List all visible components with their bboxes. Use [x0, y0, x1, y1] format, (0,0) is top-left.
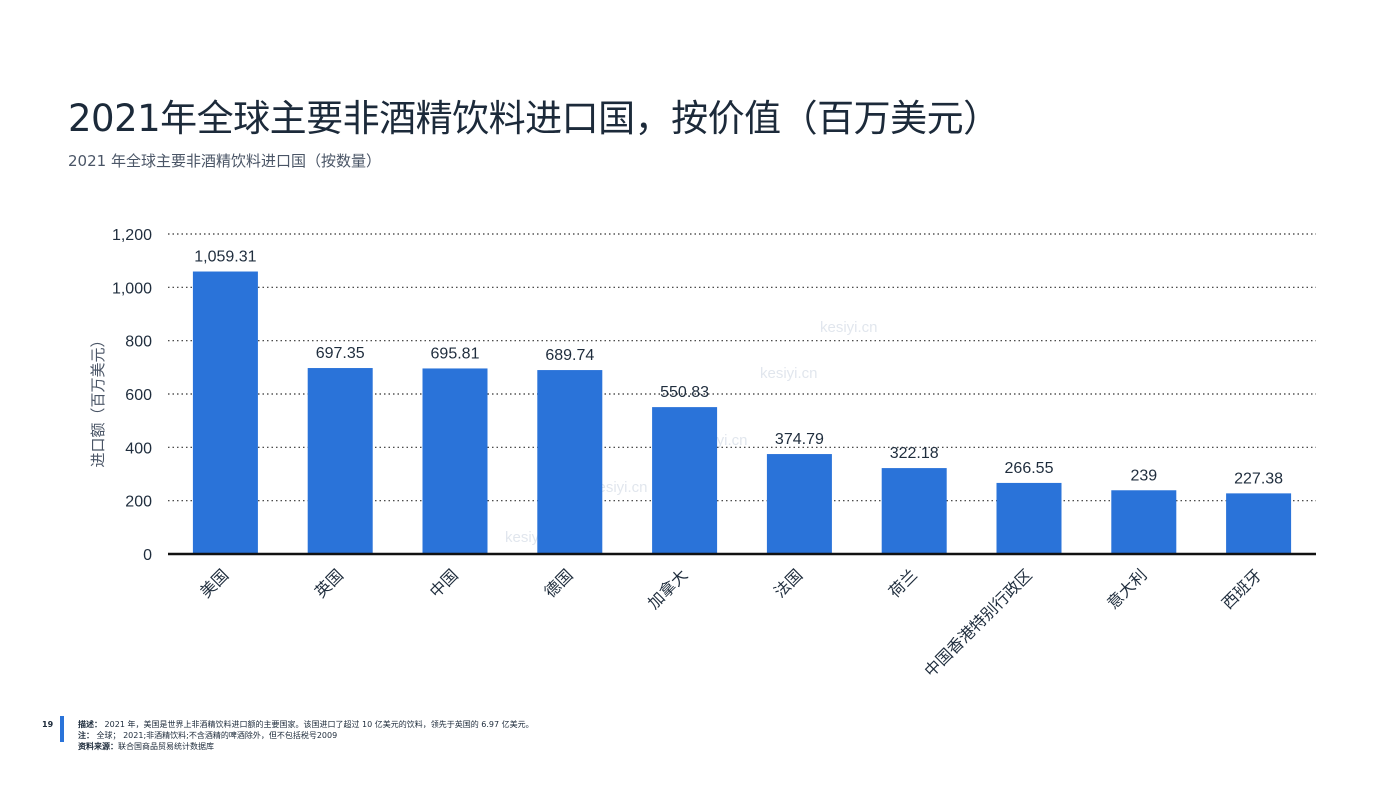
category-label: 意大利	[1103, 565, 1150, 612]
category-label: 美国	[197, 566, 232, 601]
value-label: 695.81	[431, 345, 480, 362]
bar	[881, 468, 947, 554]
watermark-text: kesiyi.cn	[590, 479, 648, 496]
bar-chart: kesiyi.cnkesiyi.cnkesiyi.cnkesiyi.cnkesi…	[90, 227, 1316, 681]
value-label: 374.79	[775, 431, 824, 448]
value-label: 227.38	[1234, 470, 1283, 487]
description-label: 描述：	[78, 720, 102, 729]
value-label: 550.83	[660, 384, 709, 401]
footer-notes: 描述： 2021 年，美国是世界上非酒精饮料进口额的主要国家。该国进口了超过 1…	[78, 719, 534, 752]
bar	[996, 482, 1062, 554]
y-tick-label: 1,000	[112, 280, 152, 297]
category-label: 西班牙	[1219, 566, 1266, 613]
source-text: 联合国商品贸易统计数据库	[118, 742, 214, 751]
category-label: 法国	[771, 566, 806, 601]
category-label: 中国	[426, 566, 461, 601]
watermark-text: kesiyi.cn	[760, 365, 818, 382]
y-tick-label: 0	[143, 547, 152, 564]
y-tick-label: 1,200	[112, 227, 152, 244]
page-title: 2021年全球主要非酒精饮料进口国，按价值（百万美元）	[68, 97, 1000, 140]
chart-bars	[192, 271, 1292, 554]
y-tick-label: 800	[125, 334, 152, 351]
bar	[652, 407, 718, 554]
value-labels: 1,059.31 697.35 695.81 689.74 550.83 374.79 32…	[194, 249, 1283, 488]
page-number: 19	[42, 720, 54, 729]
y-axis-ticks: 0 200 400 600 800 1,000 1,200	[112, 227, 152, 564]
bar	[537, 370, 603, 554]
y-tick-label: 400	[125, 440, 152, 457]
category-label: 中国香港特别行政区	[921, 566, 1036, 681]
category-label: 英国	[312, 566, 347, 601]
value-label: 266.55	[1005, 460, 1054, 477]
footer-accent-bar	[60, 716, 64, 742]
watermark-text: kesiyi.cn	[820, 319, 878, 336]
value-label: 1,059.31	[194, 249, 256, 266]
page-subtitle: 2021 年全球主要非酒精饮料进口国（按数量）	[68, 152, 381, 170]
source-line: 资料来源：联合国商品贸易统计数据库	[78, 741, 534, 752]
footer: 19 描述： 2021 年，美国是世界上非酒精饮料进口额的主要国家。该国进口了超…	[0, 716, 1400, 766]
value-label: 697.35	[316, 345, 365, 362]
bar	[307, 368, 373, 554]
category-label: 荷兰	[886, 566, 921, 601]
x-axis-labels: 美国 英国 中国 德国 加拿大 法国 荷兰 中国香港特别行政区 意大利 西班牙	[197, 565, 1266, 680]
source-label: 资料来源：	[78, 742, 118, 751]
y-axis-label: 进口额（百万美元）	[90, 332, 107, 467]
y-tick-label: 200	[125, 494, 152, 511]
value-label: 239	[1130, 467, 1157, 484]
note-line: 注： 全球； 2021;非酒精饮料;不含酒精的啤酒除外，但不包括税号2009	[78, 730, 534, 741]
category-label: 加拿大	[644, 565, 691, 612]
category-label: 德国	[541, 566, 576, 601]
bar	[1111, 490, 1177, 554]
y-tick-label: 600	[125, 387, 152, 404]
bar	[192, 271, 258, 554]
bar	[1226, 493, 1292, 554]
note-text: 全球； 2021;非酒精饮料;不含酒精的啤酒除外，但不包括税号2009	[96, 731, 338, 740]
bar	[766, 454, 832, 554]
description-text: 2021 年，美国是世界上非酒精饮料进口额的主要国家。该国进口了超过 10 亿美…	[104, 720, 534, 729]
bar	[422, 368, 488, 554]
note-label: 注：	[78, 731, 94, 740]
description-line: 描述： 2021 年，美国是世界上非酒精饮料进口额的主要国家。该国进口了超过 1…	[78, 719, 534, 730]
value-label: 689.74	[545, 347, 594, 364]
value-label: 322.18	[890, 445, 939, 462]
